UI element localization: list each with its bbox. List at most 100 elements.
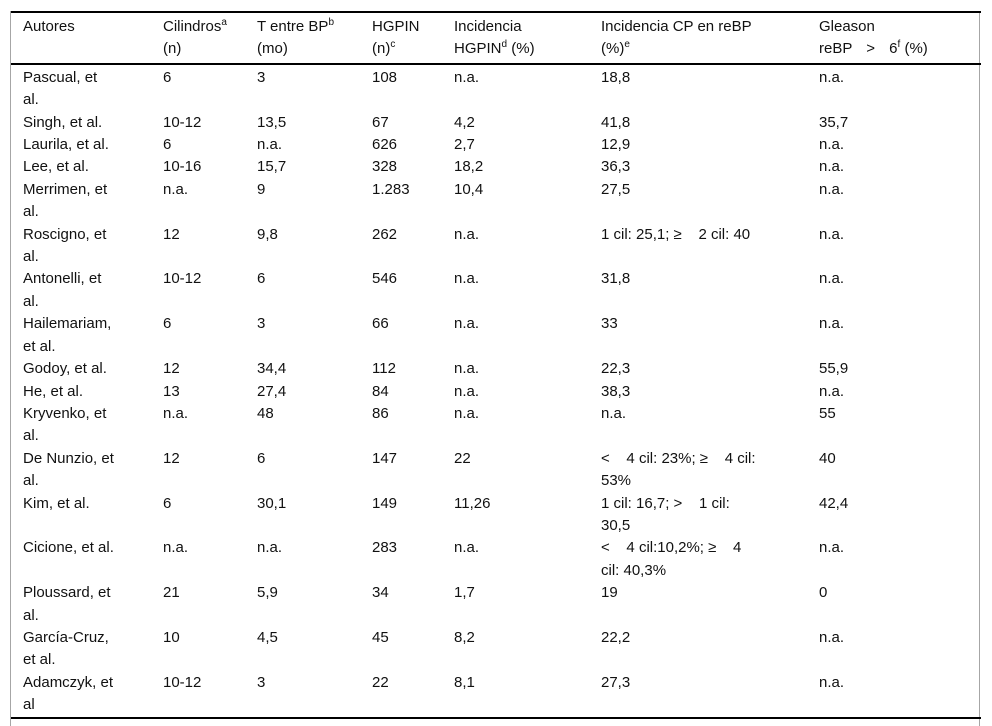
cell-text: García-Cruz, et al. — [23, 628, 114, 669]
table-row: Kryvenko, et al. n.a. 48 86 n.a. n.a. 55 — [11, 403, 981, 448]
cell-text: 86 — [372, 404, 389, 422]
cell-hgpin-n: 262 — [372, 224, 454, 269]
cell-text: n.a. — [163, 180, 189, 198]
cell-cilindros-n: 6 — [163, 64, 257, 112]
header-label: HGPIN — [372, 18, 420, 35]
table-row: Laurila, et al. 6 n.a. 626 2,7 12,9 n.a. — [11, 134, 981, 156]
cell-text: 2,7 — [454, 136, 475, 154]
cell-text: n.a. — [819, 539, 845, 557]
header-label-line2: (mo) — [257, 40, 288, 58]
cell-incidencia-hgpin-pct: 1,7 — [454, 582, 601, 627]
cell-text: 6 — [163, 494, 172, 512]
cell-gleason-rebp-gt6-pct: n.a. — [819, 537, 981, 582]
cell-autores: Merrimen, et al. — [11, 179, 163, 224]
cell-text: n.a. — [163, 539, 189, 557]
cell-text: 18,2 — [454, 158, 484, 176]
header-label: Gleason — [819, 18, 875, 35]
cell-incidencia-cp-rebp-pct: 38,3 — [601, 381, 819, 403]
cell-text: Godoy, et al. — [23, 360, 107, 378]
cell-incidencia-cp-rebp-pct: 22,2 — [601, 627, 819, 672]
cell-autores: De Nunzio, et al. — [11, 448, 163, 493]
cell-text: 27,5 — [601, 180, 631, 198]
cell-incidencia-cp-rebp-pct: 36,3 — [601, 156, 819, 178]
cell-text: n.a. — [454, 225, 480, 243]
cell-text: 1 cil: 16,7; > 1 cil: 30,5 — [601, 494, 730, 534]
cell-gleason-rebp-gt6-pct: n.a. — [819, 672, 981, 718]
cell-cilindros-n: 12 — [163, 358, 257, 380]
cell-gleason-rebp-gt6-pct: n.a. — [819, 156, 981, 178]
cell-cilindros-n: 10-12 — [163, 672, 257, 718]
header-label: Incidencia — [454, 18, 522, 35]
cell-incidencia-hgpin-pct: 2,7 — [454, 134, 601, 156]
cell-hgpin-n: 108 — [372, 64, 454, 112]
table-row: Antonelli, et al. 10-12 6 546 n.a. 31,8 n.a. — [11, 268, 981, 313]
cell-text: 38,3 — [601, 382, 631, 400]
cell-text: 41,8 — [601, 113, 631, 131]
cell-text: 34 — [372, 584, 389, 602]
cell-t-entre-bp-mo: 3 — [257, 64, 372, 112]
cell-hgpin-n: 149 — [372, 493, 454, 538]
cell-hgpin-n: 112 — [372, 358, 454, 380]
cell-text: De Nunzio, et al. — [23, 449, 119, 490]
cell-text: 5,9 — [257, 584, 278, 602]
cell-hgpin-n: 546 — [372, 268, 454, 313]
cell-text: 36,3 — [601, 158, 631, 176]
cell-text: Kim, et al. — [23, 494, 90, 512]
cell-text: 13 — [163, 382, 180, 400]
cell-incidencia-cp-rebp-pct: 31,8 — [601, 268, 819, 313]
cell-text: n.a. — [163, 404, 189, 422]
header-label-line2b: (%) — [900, 40, 928, 58]
cell-incidencia-cp-rebp-pct: 18,8 — [601, 64, 819, 112]
cell-text: Ploussard, et al. — [23, 584, 115, 624]
table-row: García-Cruz, et al. 10 4,5 45 8,2 22,2 n.a. — [11, 627, 981, 672]
table-row: Pascual, et al. 6 3 108 n.a. 18,8 n.a. — [11, 64, 981, 112]
cell-t-entre-bp-mo: 48 — [257, 403, 372, 448]
hgpin-studies-table: Autores Cilindrosa (n) T entre BPb (mo) HG… — [11, 11, 981, 719]
table-row: Roscigno, et al. 12 9,8 262 n.a. 1 cil: 25,1;… — [11, 224, 981, 269]
cell-text: 8,1 — [454, 673, 475, 691]
header-t-entre-bp: T entre BPb (mo) — [257, 12, 372, 65]
table-row: Godoy, et al. 12 34,4 112 n.a. 22,3 55,9 — [11, 358, 981, 380]
cell-gleason-rebp-gt6-pct: n.a. — [819, 134, 981, 156]
cell-t-entre-bp-mo: 9 — [257, 179, 372, 224]
cell-text: 4,2 — [454, 113, 475, 131]
cell-text: n.a. — [819, 628, 845, 646]
table-row: Kim, et al. 6 30,1 149 11,26 1 cil: 16,7; > 1… — [11, 493, 981, 538]
cell-text: Laurila, et al. — [23, 136, 109, 154]
cell-text: 45 — [372, 628, 389, 646]
cell-text: 9,8 — [257, 225, 278, 243]
cell-gleason-rebp-gt6-pct: 55,9 — [819, 358, 981, 380]
cell-autores: Hailemariam, et al. — [11, 313, 163, 358]
table-row: Hailemariam, et al. 6 3 66 n.a. 33 n.a. — [11, 313, 981, 358]
table-row: Cicione, et al. n.a. n.a. 283 n.a. < 4 cil:10… — [11, 537, 981, 582]
cell-t-entre-bp-mo: 6 — [257, 448, 372, 493]
cell-text: 55,9 — [819, 360, 849, 378]
cell-t-entre-bp-mo: 27,4 — [257, 381, 372, 403]
cell-autores: Roscigno, et al. — [11, 224, 163, 269]
cell-gleason-rebp-gt6-pct: 42,4 — [819, 493, 981, 538]
cell-text: n.a. — [454, 382, 480, 400]
cell-hgpin-n: 84 — [372, 381, 454, 403]
cell-text: n.a. — [601, 404, 627, 422]
cell-text: n.a. — [454, 270, 480, 288]
cell-hgpin-n: 626 — [372, 134, 454, 156]
cell-incidencia-cp-rebp-pct: < 4 cil:10,2%; ≥ 4 cil: 40,3% — [601, 537, 819, 582]
cell-cilindros-n: 10-12 — [163, 112, 257, 134]
cell-text: 1,7 — [454, 584, 475, 602]
cell-text: n.a. — [819, 158, 845, 176]
header-label: T entre BP — [257, 18, 329, 35]
cell-cilindros-n: n.a. — [163, 403, 257, 448]
cell-text: 27,4 — [257, 382, 287, 400]
header-label-line2b: (%) — [507, 40, 535, 58]
cell-text: 112 — [372, 360, 396, 378]
cell-text: 12 — [163, 360, 180, 378]
cell-text: n.a. — [257, 539, 283, 557]
header-incidencia-cp-rebp: Incidencia CP en reBP (%)e — [601, 12, 819, 65]
cell-t-entre-bp-mo: 4,5 — [257, 627, 372, 672]
cell-t-entre-bp-mo: 34,4 — [257, 358, 372, 380]
cell-incidencia-cp-rebp-pct: 12,9 — [601, 134, 819, 156]
cell-autores: Cicione, et al. — [11, 537, 163, 582]
cell-cilindros-n: 6 — [163, 313, 257, 358]
cell-text: n.a. — [819, 382, 845, 400]
cell-text: 12 — [163, 225, 180, 243]
